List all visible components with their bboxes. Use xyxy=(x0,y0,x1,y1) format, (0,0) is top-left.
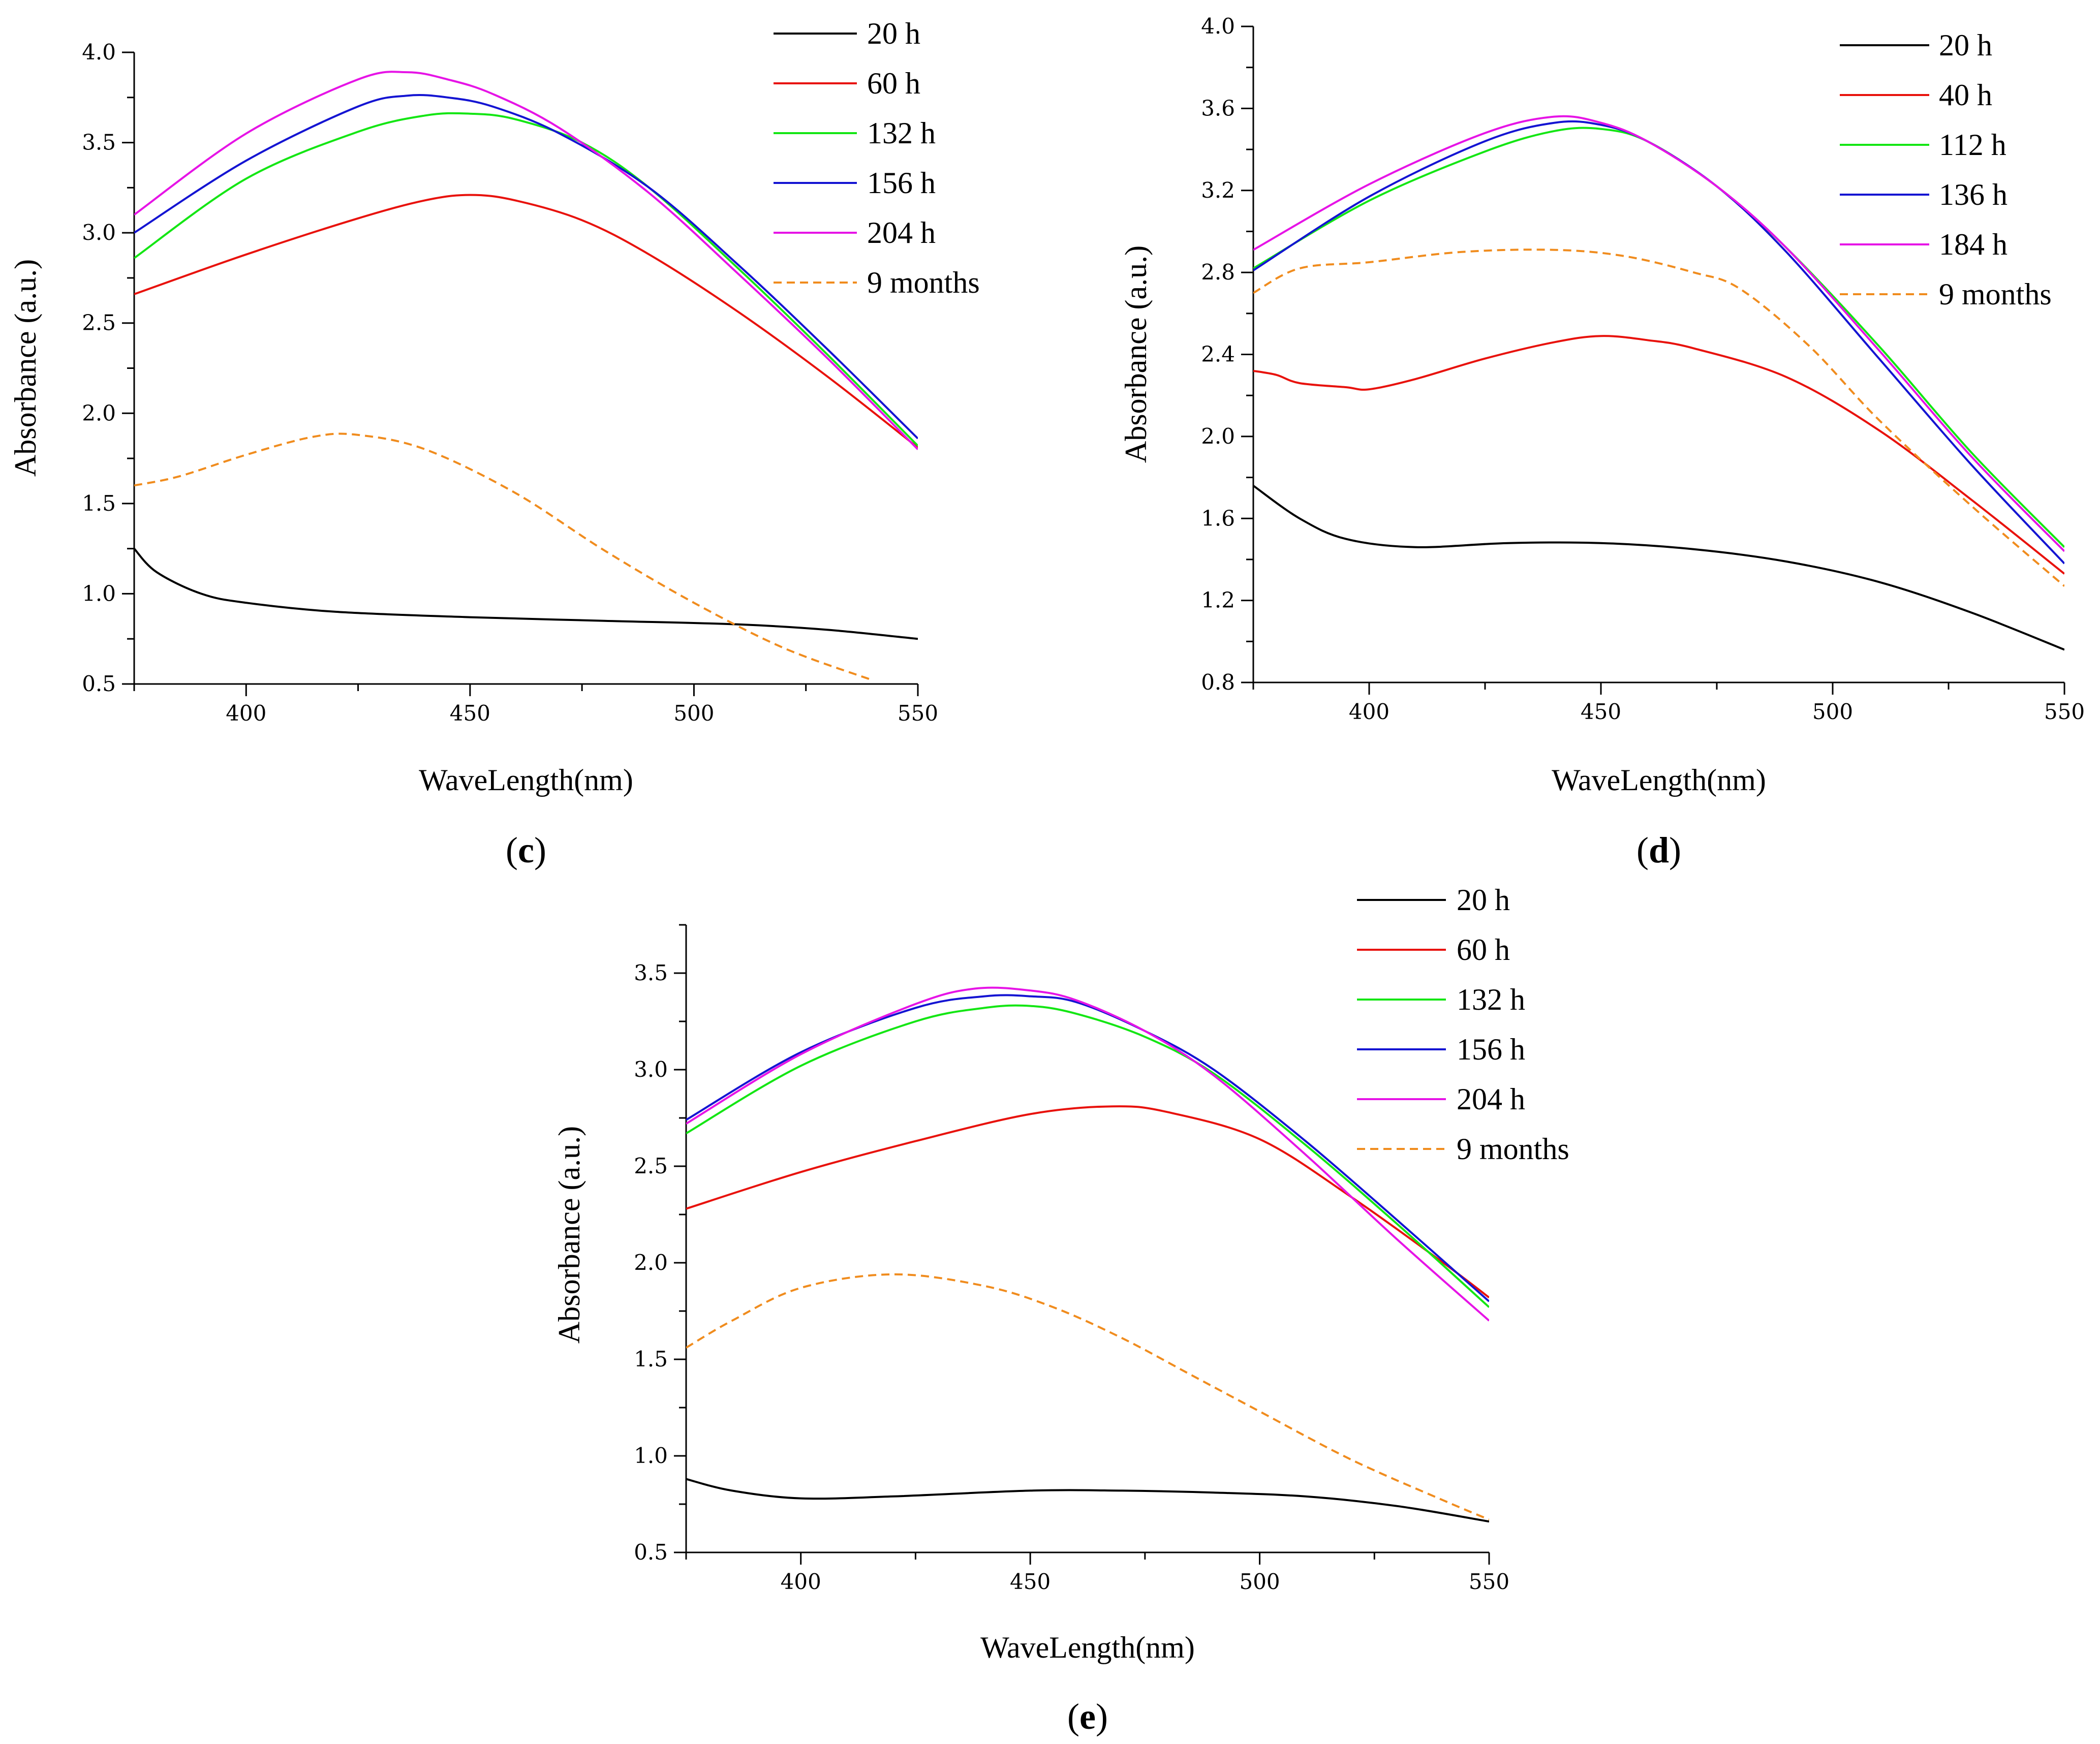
legend-label: 156 h xyxy=(867,166,936,200)
panel-caption: (d) xyxy=(1636,830,1681,870)
series-line-60-h xyxy=(686,1105,1489,1298)
caption-letter: d xyxy=(1649,830,1669,870)
series-line-132-h xyxy=(134,112,918,447)
legend-label: 40 h xyxy=(1939,78,1992,112)
x-axis-title: WaveLength(nm) xyxy=(980,1631,1195,1664)
series-line-156-h xyxy=(686,994,1489,1302)
legend-label: 132 h xyxy=(1457,983,1525,1016)
y-tick-label: 0.5 xyxy=(634,1540,668,1565)
series-line-60-h xyxy=(134,194,918,449)
legend-label: 60 h xyxy=(1457,933,1510,967)
legend-label: 9 months xyxy=(1939,277,2052,311)
caption-letter: c xyxy=(518,830,534,870)
y-tick-label: 1.6 xyxy=(1201,506,1235,531)
series-line-184-h xyxy=(1253,115,2064,552)
y-axis-title: Absorbance (a.u.) xyxy=(1119,245,1153,463)
caption-close-paren: ) xyxy=(1669,830,1681,870)
y-axis-title: Absorbance (a.u.) xyxy=(9,259,42,477)
y-axis-title: Absorbance (a.u.) xyxy=(552,1126,586,1344)
series-line-20-h xyxy=(1253,485,2064,651)
y-tick-label: 1.0 xyxy=(634,1443,668,1468)
y-tick-label: 2.0 xyxy=(1201,424,1235,449)
legend-label: 132 h xyxy=(867,116,936,150)
legend-label: 20 h xyxy=(1939,28,1992,62)
legend-label: 136 h xyxy=(1939,178,2008,211)
series-line-9-months xyxy=(686,1273,1489,1521)
y-tick-label: 2.0 xyxy=(82,400,116,425)
y-tick-label: 2.4 xyxy=(1201,342,1235,367)
legend-label: 20 h xyxy=(867,17,920,50)
legend-label: 204 h xyxy=(1457,1082,1525,1116)
panel-caption: (e) xyxy=(1067,1696,1108,1737)
y-tick-label: 1.5 xyxy=(82,491,116,516)
y-tick-label: 2.5 xyxy=(634,1154,668,1178)
caption-letter: e xyxy=(1079,1696,1096,1737)
series-line-20-h xyxy=(686,1478,1489,1523)
x-axis-title: WaveLength(nm) xyxy=(419,763,633,797)
legend-label: 112 h xyxy=(1939,128,2006,162)
legend-label: 60 h xyxy=(867,67,920,100)
legend-label: 20 h xyxy=(1457,883,1510,917)
y-tick-label: 0.8 xyxy=(1201,670,1235,695)
y-tick-label: 4.0 xyxy=(1201,14,1235,39)
caption-close-paren: ) xyxy=(534,830,546,870)
series-line-156-h xyxy=(134,94,918,440)
series-line-204-h xyxy=(686,986,1489,1322)
y-tick-label: 3.0 xyxy=(634,1057,668,1082)
x-tick-label: 450 xyxy=(450,701,490,726)
series-line-132-h xyxy=(686,1004,1489,1308)
y-tick-label: 3.6 xyxy=(1201,96,1235,120)
x-tick-label: 500 xyxy=(673,701,714,726)
x-tick-label: 550 xyxy=(1469,1569,1509,1594)
x-tick-label: 500 xyxy=(1812,699,1853,724)
y-tick-label: 1.5 xyxy=(634,1347,668,1372)
y-tick-label: 2.8 xyxy=(1201,260,1235,285)
x-tick-label: 500 xyxy=(1239,1569,1280,1594)
legend-label: 9 months xyxy=(867,266,980,299)
x-tick-label: 550 xyxy=(898,701,938,726)
x-tick-label: 450 xyxy=(1010,1569,1051,1594)
x-tick-label: 400 xyxy=(1349,699,1389,724)
series-line-204-h xyxy=(134,71,918,450)
y-tick-label: 3.5 xyxy=(82,130,116,155)
y-tick-label: 2.5 xyxy=(82,310,116,335)
panel-d: 400 450 500 550 0.8 1.2 1.6 2.0 2.4 2.8 3.2 3.6 4.0 2… xyxy=(1119,14,2085,870)
y-tick-label: 4.0 xyxy=(82,40,116,65)
caption-open-paren: ( xyxy=(1636,830,1649,870)
y-tick-label: 1.2 xyxy=(1201,588,1235,613)
series-line-9-months xyxy=(1253,248,2064,587)
caption-close-paren: ) xyxy=(1096,1696,1108,1737)
x-axis-title: WaveLength(nm) xyxy=(1552,763,1766,797)
legend-label: 9 months xyxy=(1457,1132,1569,1166)
x-tick-label: 550 xyxy=(2044,699,2085,724)
panel-c: 400 450 500 550 0.5 1.0 1.5 2.0 2.5 3.0 3.5 4.0 20 h… xyxy=(9,17,980,870)
x-tick-label: 400 xyxy=(226,701,266,726)
series-line-20-h xyxy=(134,548,918,640)
panel-caption: (c) xyxy=(506,830,546,870)
caption-open-paren: ( xyxy=(506,830,518,870)
legend-label: 184 h xyxy=(1939,228,2008,261)
y-tick-label: 2.0 xyxy=(634,1250,668,1275)
caption-open-paren: ( xyxy=(1067,1696,1079,1737)
series-line-9-months xyxy=(134,432,874,681)
y-tick-label: 1.0 xyxy=(82,581,116,606)
x-tick-label: 400 xyxy=(781,1569,821,1594)
panel-e: 400 450 500 550 0.5 1.0 1.5 2.0 2.5 3.0 3.5 20 h 60 … xyxy=(552,883,1569,1737)
y-tick-label: 3.5 xyxy=(634,960,668,985)
legend-label: 156 h xyxy=(1457,1033,1525,1066)
legend-label: 204 h xyxy=(867,216,936,250)
series-line-40-h xyxy=(1253,335,2064,575)
y-tick-label: 3.0 xyxy=(82,220,116,245)
y-tick-label: 3.2 xyxy=(1201,178,1235,203)
x-tick-label: 450 xyxy=(1581,699,1621,724)
y-tick-label: 0.5 xyxy=(82,671,116,696)
